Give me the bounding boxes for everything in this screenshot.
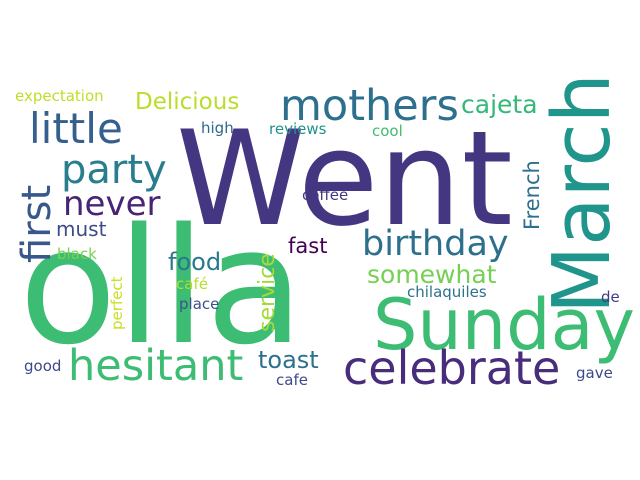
word-cajeta: cajeta [461, 90, 538, 119]
word-toast: toast [258, 346, 319, 374]
word-birthday: birthday [362, 224, 509, 264]
word-party: party [61, 147, 167, 193]
word-food: food [168, 248, 222, 276]
word-fast: fast [288, 234, 328, 258]
word-black: black [57, 245, 97, 263]
word-service: service [255, 253, 280, 332]
word-reviews: reviews [269, 120, 327, 138]
word-little: little [29, 104, 123, 153]
word-chilaquiles: chilaquiles [407, 283, 487, 301]
word-delicious: Delicious [135, 89, 240, 115]
word-de: de [601, 288, 620, 306]
word-hesitant: hesitant [68, 341, 244, 391]
word-good: good [24, 357, 62, 375]
word-high: high [201, 119, 234, 137]
word-cafe: cafe [276, 371, 308, 389]
word-french: French [520, 160, 544, 230]
word-perfect: perfect [108, 276, 126, 330]
word-expectation: expectation [15, 87, 104, 105]
word-coffee: coffee [302, 186, 349, 204]
word-place: place [179, 295, 220, 313]
word-first: first [14, 184, 60, 263]
word-cafe-accent: café [176, 275, 208, 293]
word-went: Went [176, 102, 513, 255]
word-never: never [63, 184, 161, 224]
word-somewhat: somewhat [367, 260, 497, 289]
word-must: must [56, 217, 107, 241]
word-cool: cool [372, 122, 403, 140]
word-olla: olla [19, 193, 304, 380]
word-march: March [536, 73, 628, 314]
word-mothers: mothers [280, 81, 459, 131]
word-celebrate: celebrate [343, 341, 561, 395]
word-gave: gave [576, 364, 613, 382]
word-sunday: Sunday [373, 284, 635, 366]
